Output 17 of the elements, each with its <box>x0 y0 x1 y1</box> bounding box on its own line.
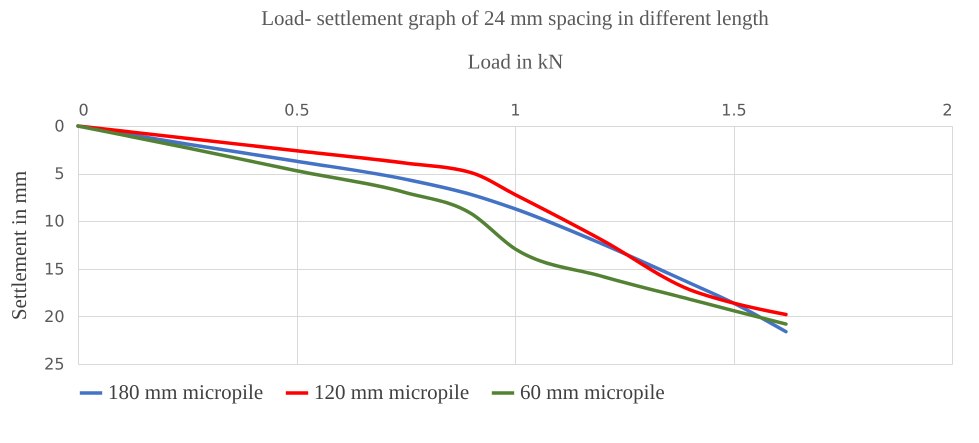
legend-label: 120 mm micropile <box>314 380 470 404</box>
legend-label: 60 mm micropile <box>520 380 665 404</box>
y-tick-label: 20 <box>44 306 64 326</box>
x-tick-label: 0 <box>78 100 89 120</box>
y-tick-label: 15 <box>44 259 64 278</box>
chart-title: Load- settlement graph of 24 mm spacing in different length <box>261 6 770 30</box>
x-tick-label: 0.5 <box>284 100 310 120</box>
y-tick-label: 10 <box>44 212 64 231</box>
y-tick-label: 25 <box>44 354 64 374</box>
x-tick-label: 2 <box>942 100 952 120</box>
y-axis-title: Settlement in mm <box>7 170 32 320</box>
y-tick-label: 0 <box>54 116 64 136</box>
legend-label: 180 mm micropile <box>108 380 264 404</box>
y-tick-label: 5 <box>54 164 64 184</box>
x-tick-label: 1.5 <box>721 100 747 120</box>
x-axis-title: Load in kN <box>468 50 564 74</box>
x-tick-label: 1 <box>510 100 521 120</box>
